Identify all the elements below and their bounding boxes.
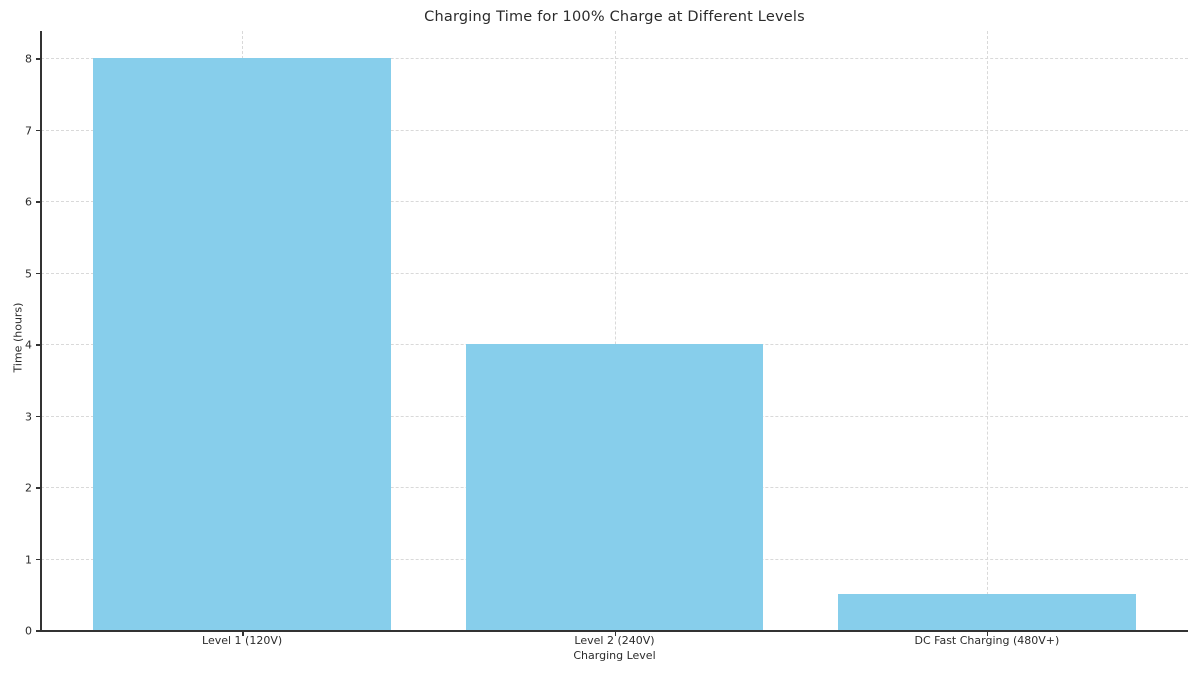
y-tick-label: 8 — [25, 52, 32, 66]
y-tick-mark — [36, 129, 40, 131]
y-tick-mark — [36, 558, 40, 560]
y-tick-mark — [36, 630, 40, 632]
x-tick-label: Level 2 (240V) — [574, 634, 655, 647]
bar — [465, 344, 764, 630]
gridline-vertical — [986, 31, 988, 630]
x-tick-mark — [614, 632, 616, 636]
y-tick-label: 5 — [25, 267, 32, 280]
y-tick-label: 3 — [25, 410, 32, 423]
y-tick-label: 4 — [25, 338, 32, 352]
chart-title: Charging Time for 100% Charge at Differe… — [424, 9, 805, 25]
x-tick-mark — [986, 632, 989, 636]
y-tick-mark — [36, 344, 40, 346]
y-tick-mark — [36, 487, 40, 489]
y-tick-label: 7 — [25, 124, 32, 137]
y-axis-label: Time (hours) — [11, 302, 25, 373]
y-tick-mark — [36, 201, 40, 203]
bar — [837, 594, 1136, 630]
y-tick-mark — [36, 415, 40, 417]
y-tick-label: 0 — [25, 624, 32, 638]
y-tick-label: 2 — [25, 481, 32, 495]
bar — [93, 58, 392, 630]
gridline-vertical — [614, 31, 616, 630]
y-tick-label: 1 — [25, 553, 32, 566]
y-tick-mark — [36, 58, 40, 60]
y-tick-mark — [36, 272, 40, 274]
x-axis-label: Charging Level — [573, 649, 656, 662]
x-tick-label: Level 1 (120V) — [202, 634, 283, 647]
x-tick-mark — [242, 632, 244, 636]
x-tick-label: DC Fast Charging (480V+) — [914, 634, 1060, 647]
x-axis-spine — [40, 630, 1188, 632]
y-tick-label: 6 — [25, 195, 32, 209]
y-axis-spine — [40, 31, 42, 630]
